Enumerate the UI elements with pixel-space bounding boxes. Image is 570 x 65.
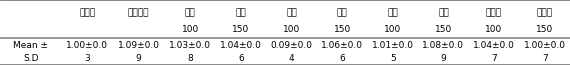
Text: 9: 9 (136, 54, 141, 63)
Text: 감초: 감초 (185, 9, 196, 17)
Text: 6: 6 (238, 54, 244, 63)
Text: 3: 3 (84, 54, 90, 63)
Text: 150: 150 (435, 25, 452, 34)
Text: 1.01±0.0: 1.01±0.0 (372, 41, 414, 50)
Text: 대조군: 대조군 (79, 9, 95, 17)
Text: 1.04±0.0: 1.04±0.0 (473, 41, 515, 50)
Text: 1.00±0.0: 1.00±0.0 (524, 41, 565, 50)
Text: S.D: S.D (23, 54, 39, 63)
Text: Mean ±: Mean ± (13, 41, 48, 50)
Text: 100: 100 (384, 25, 401, 34)
Text: 150: 150 (333, 25, 351, 34)
Text: 4: 4 (288, 54, 294, 63)
Text: 1.04±0.0: 1.04±0.0 (220, 41, 262, 50)
Text: 100: 100 (486, 25, 503, 34)
Text: 9: 9 (441, 54, 446, 63)
Text: 5: 5 (390, 54, 396, 63)
Text: 천궁: 천궁 (388, 9, 398, 17)
Text: 7: 7 (542, 54, 548, 63)
Text: 폴리덴트: 폴리덴트 (128, 9, 149, 17)
Text: 6: 6 (339, 54, 345, 63)
Text: 7: 7 (491, 54, 497, 63)
Text: 100: 100 (283, 25, 300, 34)
Text: 100: 100 (182, 25, 199, 34)
Text: 작약: 작약 (286, 9, 297, 17)
Text: 감초: 감초 (235, 9, 246, 17)
Text: 호장근: 호장근 (486, 9, 502, 17)
Text: 0.09±0.0: 0.09±0.0 (271, 41, 312, 50)
Text: 150: 150 (232, 25, 250, 34)
Text: 작약: 작약 (337, 9, 348, 17)
Text: 8: 8 (188, 54, 193, 63)
Text: 1.06±0.0: 1.06±0.0 (321, 41, 363, 50)
Text: 호장근: 호장근 (536, 9, 553, 17)
Text: 천궁: 천궁 (438, 9, 449, 17)
Text: 1.03±0.0: 1.03±0.0 (169, 41, 211, 50)
Text: 1.00±0.0: 1.00±0.0 (66, 41, 108, 50)
Text: 1.08±0.0: 1.08±0.0 (422, 41, 465, 50)
Text: 150: 150 (536, 25, 553, 34)
Text: 1.09±0.0: 1.09±0.0 (117, 41, 160, 50)
